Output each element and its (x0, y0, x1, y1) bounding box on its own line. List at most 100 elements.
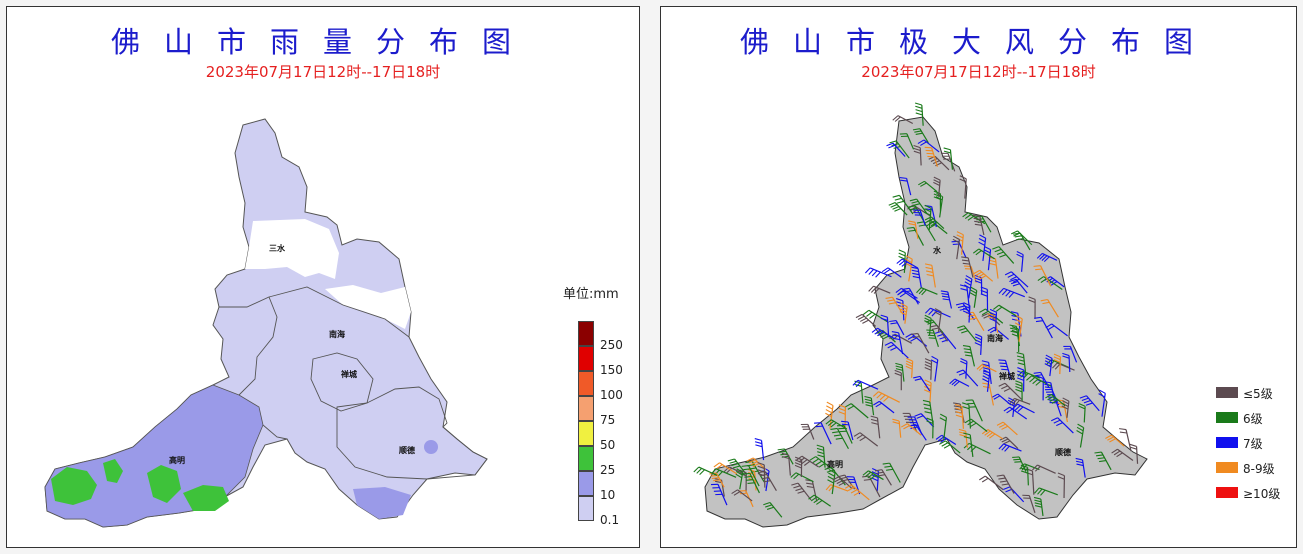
wind-barb (914, 102, 924, 126)
wind-barb (957, 325, 977, 342)
wind-barb (1061, 397, 1070, 418)
place-label-nanhai: 南海 (329, 329, 345, 339)
rain-legend-swatch (578, 321, 594, 346)
wind-barb (895, 362, 905, 382)
wind-barb (940, 290, 953, 309)
no-rain-area-nanhai (325, 285, 411, 329)
wind-barb (754, 438, 765, 461)
wind-barb (926, 417, 934, 439)
wind-barb (925, 307, 951, 318)
wind-barb (924, 146, 938, 167)
wind-barb (973, 269, 994, 282)
wind-barb (939, 413, 948, 440)
wind-barb (939, 440, 961, 454)
wind-barb (960, 358, 968, 379)
wind-barb (881, 267, 902, 278)
wind-barb (913, 209, 926, 226)
wind-barb (907, 416, 923, 435)
wind-map-title: 佛山市极大风分布图 (739, 25, 1217, 59)
wind-legend-swatch (1216, 487, 1238, 498)
rain-25mm-patch-2 (103, 459, 123, 483)
wind-map-subtitle: 2023年07月17日12时--17日18时 (861, 63, 1096, 81)
wind-barb (1017, 367, 1025, 392)
rain-legend-swatch (578, 471, 594, 496)
wind-barb (891, 331, 904, 355)
wind-barb (965, 399, 983, 422)
foshan-region-outline (44, 118, 488, 528)
wind-barb (1012, 403, 1035, 414)
wind-barb (1076, 423, 1085, 448)
wind-barb (892, 194, 914, 215)
wind-barb (998, 443, 1022, 452)
wind-barb (943, 147, 954, 170)
rain-legend-tick-label: 10 (600, 488, 616, 502)
rain-map-title: 佛山市雨量分布图 (110, 25, 535, 59)
wind-barb (1033, 371, 1050, 388)
wind-barb (1003, 406, 1028, 420)
wind-barb (862, 470, 884, 481)
wind-barb (902, 287, 919, 305)
wind-barb (1016, 251, 1024, 272)
wind-barb (961, 256, 974, 278)
wind-barb (892, 418, 902, 438)
wind-barb (908, 220, 919, 239)
wind-barbs-layer (693, 102, 1139, 518)
wind-barb (923, 379, 932, 404)
wind-barb (1012, 456, 1027, 472)
wind-barb (693, 466, 718, 476)
wind-barb (905, 357, 914, 378)
wind-barb (909, 198, 928, 214)
wind-barb (781, 452, 791, 476)
wind-barb (742, 472, 760, 494)
wind-barb (1036, 252, 1058, 263)
wind-barb (884, 341, 909, 359)
rain-legend-tick-label: 25 (600, 463, 616, 477)
wind-barb (1016, 352, 1027, 377)
wind-barb (962, 345, 976, 367)
district-boundary-nanhai (268, 286, 410, 338)
wind-barb (1033, 496, 1044, 517)
rain-legend-swatch (578, 346, 594, 371)
wind-barb (955, 403, 965, 429)
rain-25mm-patch-1 (51, 467, 97, 505)
wind-barb (862, 309, 889, 324)
rain-legend-tick-label: 150 (600, 363, 623, 377)
place-label-chancheng: 禅城 (340, 369, 357, 379)
wind-barb (917, 139, 940, 153)
wind-place-label-shunde: 顺德 (1055, 447, 1071, 457)
wind-barb (992, 246, 1015, 264)
wind-barb (844, 403, 869, 419)
place-label-shunde: 顺德 (399, 445, 415, 455)
wind-barb (1009, 278, 1028, 294)
wind-barb (913, 144, 922, 166)
wind-barb (962, 402, 972, 429)
wind-barb (1044, 354, 1053, 377)
wind-barb (998, 359, 1012, 381)
wind-barb (871, 327, 895, 340)
wind-barb (924, 263, 936, 288)
rain-legend-swatch (578, 496, 594, 521)
wind-barb (830, 427, 849, 450)
wind-barb (1033, 265, 1052, 287)
wind-barb (910, 332, 930, 354)
rain-legend-tick-label: 0.1 (600, 513, 620, 527)
wind-barb (933, 176, 941, 197)
wind-barb (790, 472, 814, 483)
wind-barb (930, 355, 939, 382)
wind-barb (918, 180, 938, 193)
wind-legend-swatch (1216, 437, 1238, 448)
district-boundary-sanshui (219, 296, 278, 396)
wind-barb (926, 329, 939, 347)
wind-barb (1011, 230, 1033, 246)
wind-barb (998, 287, 1025, 298)
wind-barb (873, 400, 895, 414)
wind-barb (1009, 397, 1031, 406)
wind-place-label-gaoming: 高明 (827, 459, 843, 469)
wind-barb (983, 245, 992, 271)
wind-barb (964, 275, 973, 299)
wind-barb (1022, 494, 1036, 513)
rain-legend-tick-label: 50 (600, 438, 616, 452)
wind-legend-swatch (1216, 412, 1238, 423)
wind-barb (993, 304, 1018, 318)
wind-barb (836, 424, 853, 444)
